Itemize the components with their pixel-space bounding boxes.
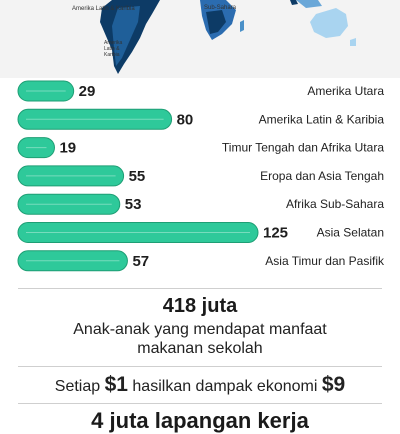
bar-6 bbox=[17, 250, 128, 272]
category-label-4: Afrika Sub-Sahara bbox=[286, 197, 384, 211]
bar-1 bbox=[17, 108, 173, 130]
world-map-graphic bbox=[100, 0, 356, 74]
category-label-0: Amerika Utara bbox=[307, 84, 384, 98]
econ-output-value: $9 bbox=[321, 373, 346, 396]
econ-prefix: Setiap bbox=[54, 378, 101, 395]
bar-value-label-1: 80 bbox=[177, 111, 194, 128]
bar-value-label-5: 125 bbox=[263, 225, 288, 242]
map-label-sub-sahara: Sub-Sahara bbox=[204, 5, 237, 11]
map-label-latin-america-small: Amerika Latin & Karibia bbox=[104, 40, 123, 58]
bar-value-label-2: 19 bbox=[59, 140, 76, 157]
stats-section: 418 juta Anak-anak yang mendapat manfaat… bbox=[0, 288, 400, 434]
divider-1 bbox=[18, 288, 382, 289]
category-label-6: Asia Timur dan Pasifik bbox=[265, 254, 385, 268]
bar-4 bbox=[17, 193, 121, 215]
bar-value-label-4: 53 bbox=[125, 196, 142, 213]
divider-3 bbox=[18, 403, 382, 404]
bar-value-label-0: 29 bbox=[79, 83, 96, 100]
econ-input-value: $1 bbox=[104, 373, 128, 396]
category-label-3: Eropa dan Asia Tengah bbox=[260, 169, 384, 183]
bar-0 bbox=[17, 80, 75, 102]
map-label-latin-america: Amerika Latin & Karibia bbox=[72, 6, 135, 12]
econ-middle: hasilkan dampak ekonomi bbox=[132, 378, 318, 395]
beneficiaries-desc-line1: Anak-anak yang mendapat manfaat bbox=[73, 321, 327, 338]
bar-value-label-6: 57 bbox=[132, 253, 149, 270]
bar-value-label-3: 55 bbox=[129, 168, 146, 185]
world-map: Amerika Latin & Karibia Sub-Sahara Ameri… bbox=[0, 0, 400, 78]
bar-3 bbox=[17, 165, 125, 187]
category-label-5: Asia Selatan bbox=[317, 226, 384, 240]
jobs-value: 4 juta lapangan kerja bbox=[91, 408, 309, 433]
beneficiaries-desc-line2: makanan sekolah bbox=[137, 340, 263, 357]
bar-5 bbox=[17, 222, 259, 243]
divider-2 bbox=[18, 366, 382, 367]
bar-2 bbox=[17, 137, 55, 159]
economic-impact-line: Setiap $1 hasilkan dampak ekonomi $9 bbox=[0, 373, 400, 397]
bar-chart: 29 Amerika Utara 80 Amerika Latin & Karibia… bbox=[17, 80, 385, 272]
category-label-2: Timur Tengah dan Afrika Utara bbox=[222, 141, 384, 155]
category-label-1: Amerika Latin & Karibia bbox=[259, 112, 385, 126]
beneficiaries-value: 418 juta bbox=[162, 295, 238, 317]
